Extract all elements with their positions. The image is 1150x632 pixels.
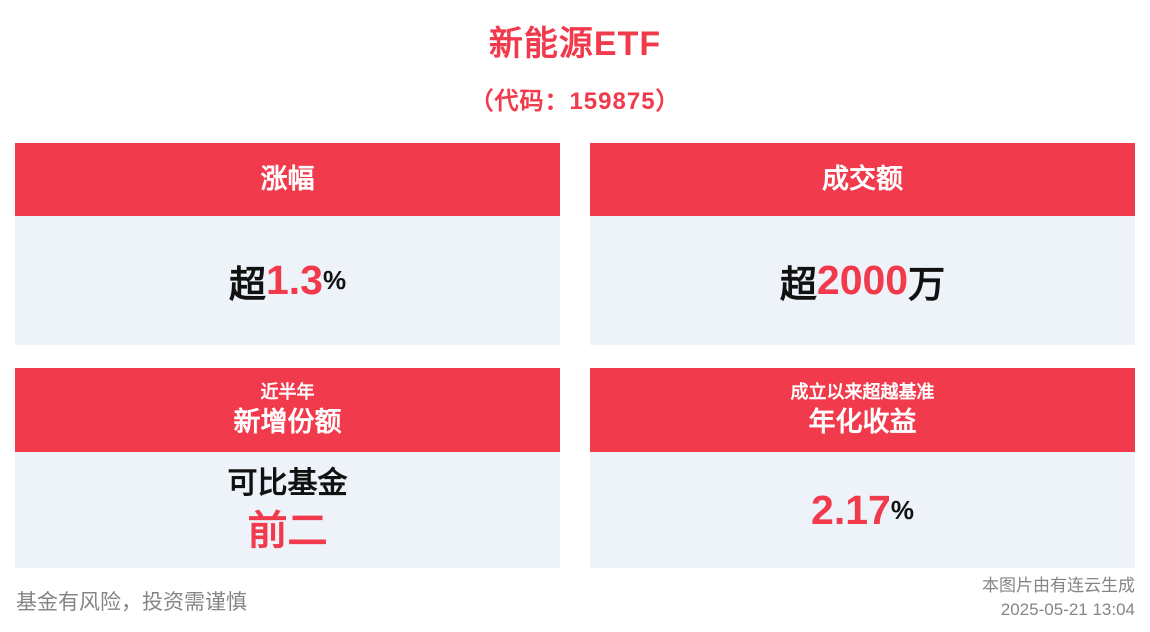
card-new-shares-line1: 可比基金 bbox=[227, 466, 348, 500]
card-turnover-body: 超 2000 万 bbox=[590, 216, 1135, 345]
card-turnover-suffix: 万 bbox=[908, 263, 946, 305]
card-turnover-prefix: 超 bbox=[779, 263, 817, 305]
page-subtitle: （代码：159875） bbox=[469, 87, 681, 115]
timestamp: 2025-05-21 13:04 bbox=[1000, 600, 1135, 620]
card-annualized-return-header-top: 成立以来超越基准 bbox=[790, 381, 935, 402]
card-annualized-return-body: 2.17% bbox=[590, 452, 1135, 568]
card-turnover: 成交额 超 2000 万 bbox=[590, 143, 1135, 345]
card-new-shares-body: 可比基金 前二 bbox=[15, 452, 560, 568]
card-annualized-return-header-label: 年化收益 bbox=[808, 406, 917, 437]
card-gain-prefix: 超 bbox=[228, 263, 266, 305]
card-annualized-return: 成立以来超越基准 年化收益 2.17% bbox=[590, 368, 1135, 568]
card-turnover-header-label: 成交额 bbox=[822, 164, 903, 195]
stats-grid: 涨幅 超 1.3% 成交额 超 2000 万 近半年 新增份额 可比基金 前二 bbox=[15, 143, 1135, 568]
credit-text: 本图片由有连云生成 bbox=[982, 576, 1135, 596]
generation-credit: 本图片由有连云生成 2025-05-21 13:04 bbox=[982, 574, 1135, 622]
card-gain-suffix: % bbox=[322, 265, 347, 295]
card-annualized-return-suffix: % bbox=[890, 494, 914, 525]
card-new-shares-header: 近半年 新增份额 bbox=[15, 368, 560, 452]
page-title: 新能源ETF bbox=[488, 25, 662, 63]
card-annualized-return-header: 成立以来超越基准 年化收益 bbox=[590, 368, 1135, 452]
card-gain: 涨幅 超 1.3% bbox=[15, 143, 560, 345]
card-new-shares-header-label: 新增份额 bbox=[233, 406, 342, 437]
card-new-shares: 近半年 新增份额 可比基金 前二 bbox=[15, 368, 560, 568]
card-annualized-return-value: 2.17 bbox=[811, 486, 891, 533]
risk-disclaimer: 基金有风险，投资需谨慎 bbox=[16, 591, 247, 614]
title-block: 新能源ETF （代码：159875） bbox=[0, 0, 1150, 116]
card-new-shares-line2: 前二 bbox=[247, 508, 328, 553]
card-gain-header-label: 涨幅 bbox=[260, 164, 315, 195]
card-gain-header: 涨幅 bbox=[15, 143, 560, 216]
card-new-shares-header-top: 近半年 bbox=[260, 381, 315, 402]
card-gain-value: 1.3 bbox=[265, 257, 323, 303]
card-turnover-value: 2000 bbox=[816, 257, 909, 303]
card-gain-body: 超 1.3% bbox=[15, 216, 560, 345]
card-turnover-header: 成交额 bbox=[590, 143, 1135, 216]
